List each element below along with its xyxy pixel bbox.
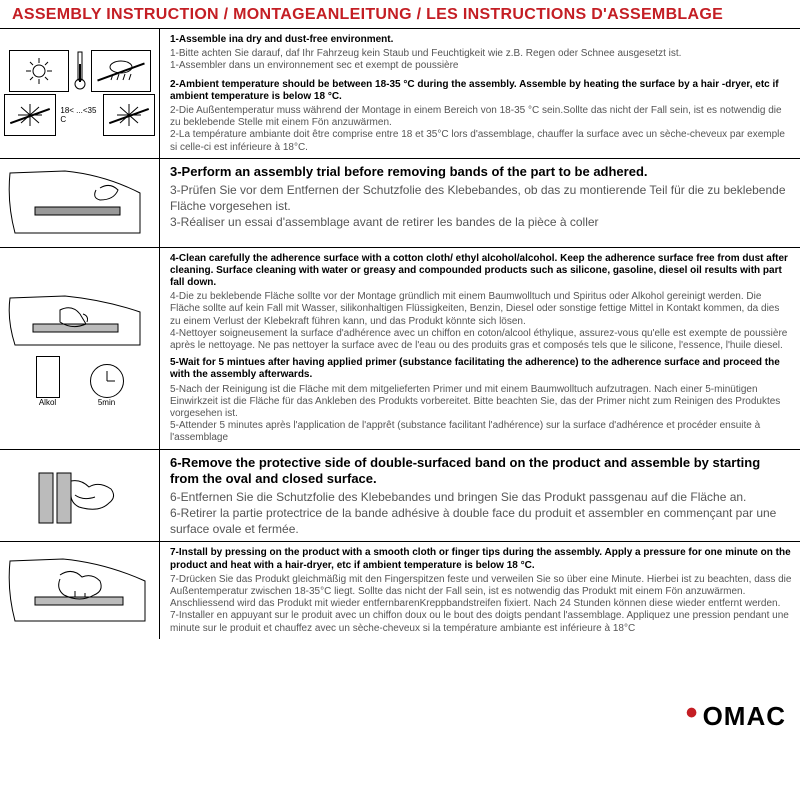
step5-de: 5-Nach der Reinigung ist die Fläche mit … (170, 384, 792, 421)
snow2-no-icon (103, 94, 155, 136)
step7-fr: 7-Installer en appuyant sur le produit a… (170, 610, 792, 634)
row-peel: 6-Remove the protective side of double-s… (0, 449, 800, 542)
thermometer-icon (73, 50, 87, 92)
row-install: 7-Install by pressing on the product wit… (0, 541, 800, 638)
instruction-sheet: ASSEMBLY INSTRUCTION / MONTAGEANLEITUNG … (0, 0, 800, 800)
clock-label: 5min (98, 398, 115, 407)
row-trial: 3-Perform an assembly trial before remov… (0, 158, 800, 247)
step5-en: 5-Wait for 5 mintues after having applie… (170, 357, 780, 380)
alkol-label: Alkol (39, 398, 56, 407)
install-press-icon (5, 551, 155, 631)
row-env-temp: 18< ...<35 C 1-Assemble ina dry and dust… (0, 28, 800, 158)
step6-de: 6-Entfernen Sie die Schutzfolie des Kleb… (170, 489, 792, 505)
rain-no-icon (91, 50, 151, 92)
footer: • OMAC (0, 639, 800, 800)
text-steps-4-5: 4-Clean carefully the adherence surface … (160, 248, 800, 449)
temp-range-label: 18< ...<35 C (60, 106, 98, 124)
step3-fr: 3-Réaliser un essai d'assemblage avant d… (170, 214, 792, 230)
illus-peel (0, 450, 160, 542)
step3-de: 3-Prüfen Sie vor dem Entfernen der Schut… (170, 182, 792, 214)
step6-fr: 6-Retirer la partie protectrice de la ba… (170, 505, 792, 537)
illus-clean-primer: Alkol 5min (0, 248, 160, 449)
sun-icon (9, 50, 69, 92)
logo-text: OMAC (703, 701, 786, 732)
bottle-icon (36, 356, 60, 398)
page-title: ASSEMBLY INSTRUCTION / MONTAGEANLEITUNG … (0, 0, 800, 28)
clock-icon (90, 364, 124, 398)
step2-de: 2-Die Außentemperatur muss während der M… (170, 105, 792, 129)
peel-tape-icon (5, 455, 155, 535)
step2-en: 2-Ambient temperature should be between … (170, 79, 779, 102)
brand-logo: • OMAC (686, 701, 786, 732)
step6-en: 6-Remove the protective side of double-s… (170, 455, 760, 486)
step1-de: 1-Bitte achten Sie darauf, daf Ihr Fahrz… (170, 48, 792, 60)
step4-en: 4-Clean carefully the adherence surface … (170, 253, 788, 288)
text-step-6: 6-Remove the protective side of double-s… (160, 450, 800, 542)
step4-de: 4-Die zu beklebende Fläche sollte vor de… (170, 291, 792, 328)
step1-en: 1-Assemble ina dry and dust-free environ… (170, 34, 393, 45)
illus-install (0, 542, 160, 638)
cleaning-icon (5, 290, 155, 350)
door-sill-icon (5, 163, 155, 243)
text-steps-1-2: 1-Assemble ina dry and dust-free environ… (160, 29, 800, 158)
step2-fr: 2-La température ambiante doit être comp… (170, 129, 792, 153)
step1-fr: 1-Assembler dans un environnement sec et… (170, 60, 792, 72)
step7-en: 7-Install by pressing on the product wit… (170, 547, 791, 570)
row-clean-primer: Alkol 5min 4-Clean carefully the adheren… (0, 247, 800, 449)
step3-en: 3-Perform an assembly trial before remov… (170, 164, 648, 179)
step7-de: 7-Drücken Sie das Produkt gleichmäßig mi… (170, 574, 792, 611)
snow-no-icon (4, 94, 56, 136)
text-step-7: 7-Install by pressing on the product wit… (160, 542, 800, 638)
illus-env-temp: 18< ...<35 C (0, 29, 160, 158)
illus-trial (0, 159, 160, 247)
step4-fr: 4-Nettoyer soigneusement la surface d'ad… (170, 328, 792, 352)
text-step-3: 3-Perform an assembly trial before remov… (160, 159, 800, 247)
step5-fr: 5-Attender 5 minutes après l'application… (170, 420, 792, 444)
